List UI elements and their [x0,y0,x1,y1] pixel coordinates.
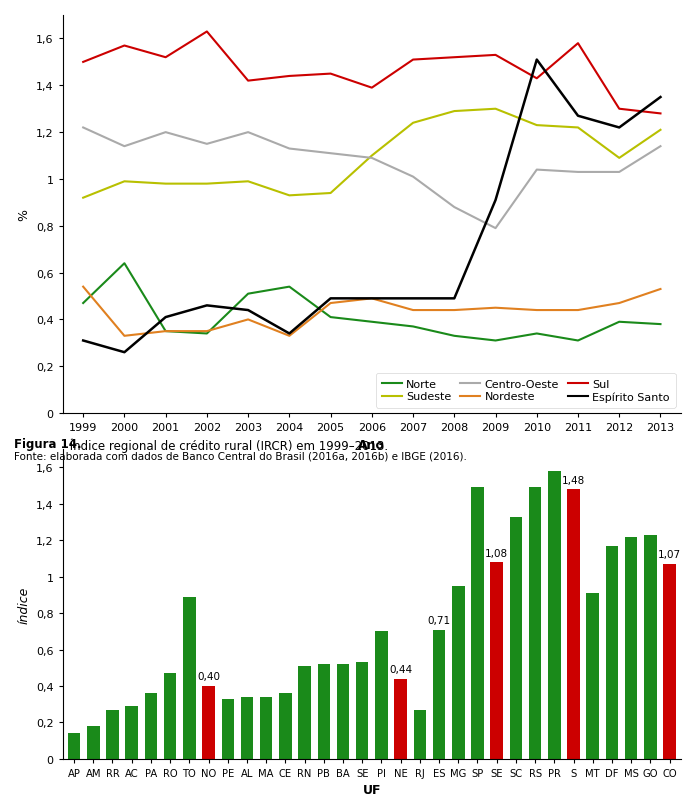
Text: 1,48: 1,48 [562,475,585,485]
Bar [240,697,253,759]
Bar [106,710,119,759]
Bar [433,630,445,759]
Bar [625,537,637,759]
Bar [587,593,599,759]
Bar [491,562,503,759]
Bar [298,666,311,759]
Bar [145,693,157,759]
Bar [318,664,330,759]
Bar [509,517,522,759]
X-axis label: Ano: Ano [359,438,385,451]
Legend: Norte, Sudeste, Centro-Oeste, Nordeste, Sul, Espírito Santo: Norte, Sudeste, Centro-Oeste, Nordeste, … [376,373,676,408]
Bar [375,631,388,759]
Y-axis label: índice: índice [17,585,31,623]
Bar [663,565,676,759]
Bar [606,546,618,759]
Bar [279,693,292,759]
Bar [644,535,657,759]
Text: Índice regional de crédito rural (IRCR) em 1999–2013.: Índice regional de crédito rural (IRCR) … [66,438,388,452]
Bar [164,674,177,759]
Bar [260,697,272,759]
Text: 1,07: 1,07 [658,550,681,560]
Bar [222,699,234,759]
Bar [452,586,464,759]
Text: 0,44: 0,44 [389,664,412,675]
Bar [87,726,99,759]
Bar [68,733,81,759]
Y-axis label: %: % [17,209,31,221]
Bar [548,471,561,759]
Bar [183,597,195,759]
Bar [356,662,368,759]
Bar [394,679,407,759]
Bar [414,710,426,759]
Bar [337,664,350,759]
Text: Figura 14.: Figura 14. [14,438,81,450]
Text: Fonte: elaborada com dados de Banco Central do Brasil (2016a, 2016b) e IBGE (201: Fonte: elaborada com dados de Banco Cent… [14,451,467,461]
Bar [126,706,138,759]
X-axis label: UF: UF [363,784,381,797]
Bar [202,686,215,759]
Text: 0,40: 0,40 [197,671,220,682]
Bar [529,488,541,759]
Bar [471,488,484,759]
Text: 0,71: 0,71 [427,615,450,626]
Bar [567,490,580,759]
Text: 1,08: 1,08 [485,548,508,558]
